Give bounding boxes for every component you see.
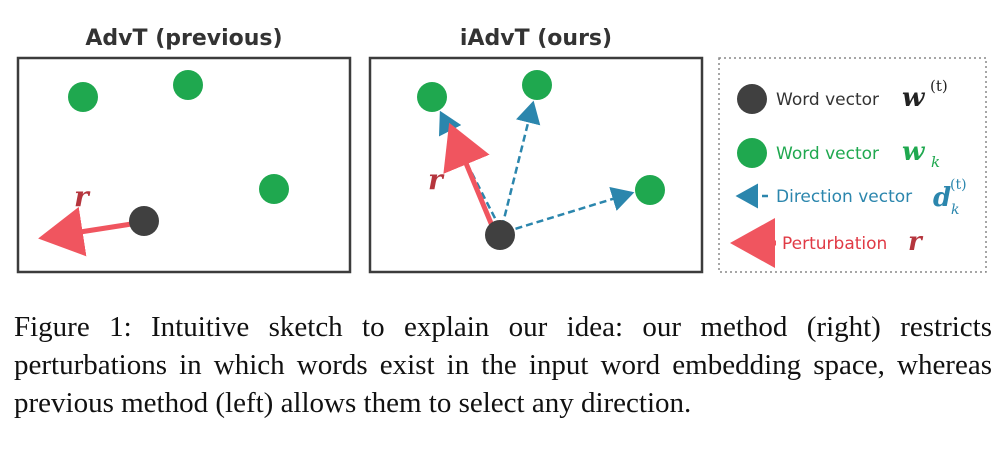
- legend-word-vector-t-sup: (t): [930, 77, 948, 95]
- word-vector-k-dot: [522, 70, 552, 100]
- legend-word-vector-t-dot: [737, 84, 767, 114]
- word-vector-t-dot: [129, 206, 159, 236]
- word-vector-k-dot: [635, 175, 665, 205]
- direction-arrow: [500, 100, 541, 228]
- legend-perturbation-symbol: r: [908, 227, 924, 257]
- word-vector-k-dot: [173, 70, 203, 100]
- word-vector-t-dot: [485, 220, 515, 250]
- legend-perturbation-label: Perturbation: [782, 234, 887, 254]
- legend-frame: [718, 57, 987, 273]
- legend-direction-sub: k: [951, 202, 959, 218]
- word-vector-k-dot: [68, 82, 98, 112]
- legend-word-vector-k-label: Word vector: [776, 144, 879, 164]
- legend-word-vector-t-symbol: w: [902, 83, 926, 113]
- diagram: r r Word vector w (t) Word vector w k Di…: [16, 56, 987, 274]
- legend-word-vector-t-label: Word vector: [776, 90, 879, 110]
- left-panel-title: AdvT (previous): [85, 26, 283, 51]
- right-panel-title: iAdvT (ours): [459, 26, 613, 51]
- direction-arrow: [504, 186, 635, 234]
- word-vector-k-dot: [259, 174, 289, 204]
- word-vector-k-dot: [417, 82, 447, 112]
- r-label-left: r: [74, 180, 91, 213]
- left-panel-frame: [16, 56, 352, 274]
- figure-caption: Figure 1: Intuitive sketch to explain ou…: [14, 311, 992, 419]
- perturbation-arrow-left: [38, 206, 139, 257]
- perturbation-arrow-right: [443, 122, 496, 229]
- legend-word-vector-k-sub: k: [931, 153, 940, 171]
- legend-direction-symbol: d: [933, 183, 951, 213]
- legend-word-vector-k-dot: [737, 138, 767, 168]
- legend-direction-sup: (t): [950, 177, 967, 193]
- legend-word-vector-k-symbol: w: [902, 137, 926, 167]
- r-label-right: r: [428, 163, 445, 196]
- legend-direction-label: Direction vector: [776, 187, 912, 207]
- right-panel-frame: [368, 56, 704, 274]
